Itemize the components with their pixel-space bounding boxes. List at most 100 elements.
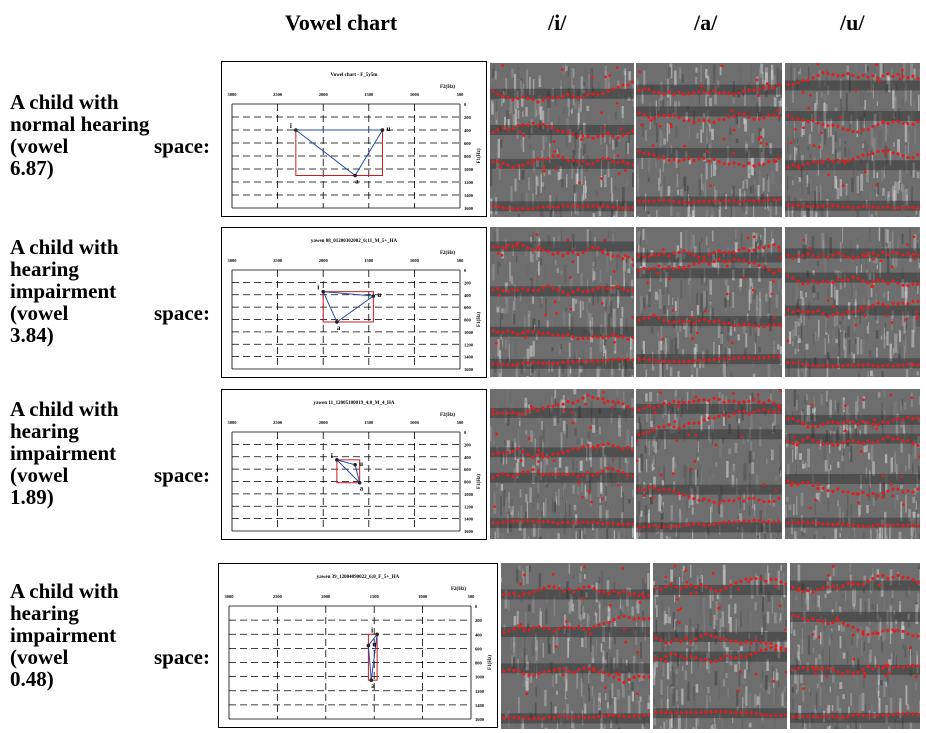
formant-dot <box>555 312 558 315</box>
spectrogram-streak <box>892 538 894 539</box>
spectrogram-streak <box>712 307 714 320</box>
spectrogram-streak <box>569 156 571 174</box>
spectrogram-streak <box>797 359 800 377</box>
spectrogram-streak <box>822 620 826 632</box>
spectrogram-streak <box>749 413 753 433</box>
spectrogram-streak <box>538 319 541 328</box>
spectrogram-streak <box>836 187 840 200</box>
formant-dot <box>759 712 763 716</box>
spectrogram-streak <box>875 330 879 339</box>
spectrogram-streak <box>820 615 822 621</box>
formant-dot <box>714 443 718 447</box>
spectrogram-streak <box>830 430 832 437</box>
spectrogram-streak <box>742 285 744 293</box>
formant-dot <box>657 253 661 257</box>
spectrogram-streak <box>885 704 888 724</box>
spectrogram-streak <box>836 500 840 507</box>
formant-dot <box>709 710 713 714</box>
spectrogram-streak <box>500 345 503 361</box>
spectrogram-streak <box>748 722 752 728</box>
spectrogram-streak <box>707 425 711 440</box>
spectrogram-streak <box>752 232 755 250</box>
spectrogram-streak <box>869 160 873 176</box>
formant-dot <box>511 97 515 102</box>
spectrogram-streak <box>667 186 671 197</box>
formant-dot <box>649 119 653 122</box>
formant-dot <box>854 88 858 92</box>
spectrogram-streak <box>717 345 720 364</box>
spectrogram-streak <box>803 364 806 377</box>
spectrogram-streak <box>865 258 867 269</box>
formant-dot <box>694 711 698 715</box>
spectrogram-streak <box>710 428 714 444</box>
formant-dot <box>891 418 895 422</box>
formant-dot <box>516 96 520 101</box>
spectrogram-streak <box>682 565 685 571</box>
spectrogram-streak <box>905 154 909 174</box>
spectrogram-streak <box>761 713 764 726</box>
spectrogram-streak <box>844 311 846 326</box>
spectrogram-streak <box>820 439 822 446</box>
spectrogram-streak <box>520 358 524 375</box>
spectrogram-streak <box>494 196 498 215</box>
spectrogram-streak <box>816 261 819 266</box>
spectrogram-streak <box>806 203 810 217</box>
spectrogram-streak <box>685 112 688 121</box>
spectrogram-streak <box>871 414 874 428</box>
spectrogram-streak <box>841 111 845 126</box>
spectrogram-streak <box>713 165 717 170</box>
spectrogram-svg <box>785 63 920 217</box>
spectrogram-streak <box>758 346 761 353</box>
spectrogram-streak <box>533 244 536 253</box>
spectrogram-streak <box>754 634 758 641</box>
formant-dot <box>791 163 795 167</box>
formant-dot <box>667 90 671 94</box>
formant-dot <box>730 341 734 345</box>
formant-dot <box>697 118 701 122</box>
spectrogram-streak <box>572 149 575 166</box>
vowel-point-a <box>335 320 339 324</box>
formant-dot <box>642 431 646 435</box>
spectrogram-streak <box>685 317 689 327</box>
spectrogram-streak <box>856 175 860 194</box>
formant-dot <box>791 310 795 314</box>
formant-dot <box>780 324 782 328</box>
spectrogram-streak <box>519 293 522 302</box>
formant-dot <box>507 667 511 672</box>
formant-dot <box>777 404 781 408</box>
spectrogram-streak <box>809 408 811 426</box>
spectrogram-streak <box>604 724 606 729</box>
spectrogram-streak <box>559 512 562 526</box>
spectrogram-streak <box>525 192 529 210</box>
spectrogram-streak <box>610 300 613 318</box>
spectrogram-streak <box>888 77 891 93</box>
spectrogram-streak <box>660 81 663 101</box>
formant-dot <box>801 118 805 122</box>
spectrogram-streak <box>719 438 723 458</box>
spectrogram-streak <box>519 236 522 242</box>
spectrogram-streak <box>511 441 514 452</box>
spectrogram-streak <box>545 499 547 519</box>
spectrogram-streak <box>666 309 669 323</box>
spectrogram-streak <box>805 462 807 469</box>
spectrogram-streak <box>613 469 616 487</box>
spectrogram-streak <box>656 210 658 217</box>
spectrogram-streak <box>531 636 534 647</box>
spectrogram-streak <box>719 350 722 360</box>
spectrogram-streak <box>660 529 664 539</box>
spectrogram-streak <box>838 347 841 357</box>
spectrogram-streak <box>557 235 561 249</box>
spectrogram-streak <box>608 620 610 630</box>
spectrogram-streak <box>547 534 550 539</box>
formant-dot <box>739 670 742 674</box>
spectrogram-streak <box>691 506 694 515</box>
spectrogram-streak <box>523 590 526 608</box>
formant-dot <box>861 363 865 367</box>
spectrogram-streak <box>570 317 574 336</box>
spectrogram-streak <box>521 650 523 658</box>
formant-dot <box>764 647 768 652</box>
formant-dot <box>606 89 610 93</box>
spectrogram-streak <box>575 304 579 316</box>
spectrogram-streak <box>815 411 817 418</box>
formant-dot <box>501 289 505 293</box>
